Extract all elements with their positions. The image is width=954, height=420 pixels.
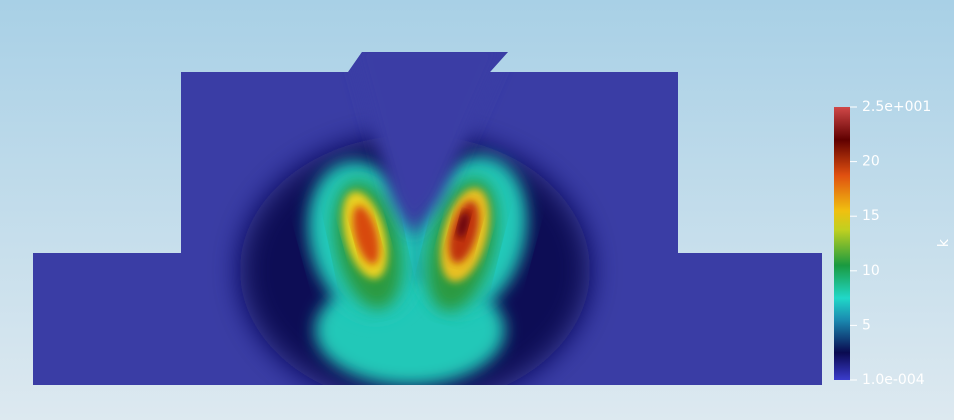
tick-label: 2.5e+001 xyxy=(862,99,931,115)
tick-label: 1.0e-004 xyxy=(862,372,925,388)
tick-label: 15 xyxy=(862,208,880,224)
colorbar-title: k xyxy=(936,238,952,247)
colorbar xyxy=(834,107,850,380)
tick-label: 10 xyxy=(862,263,880,279)
tick-label: 20 xyxy=(862,154,880,170)
tick-label: 5 xyxy=(862,317,871,333)
